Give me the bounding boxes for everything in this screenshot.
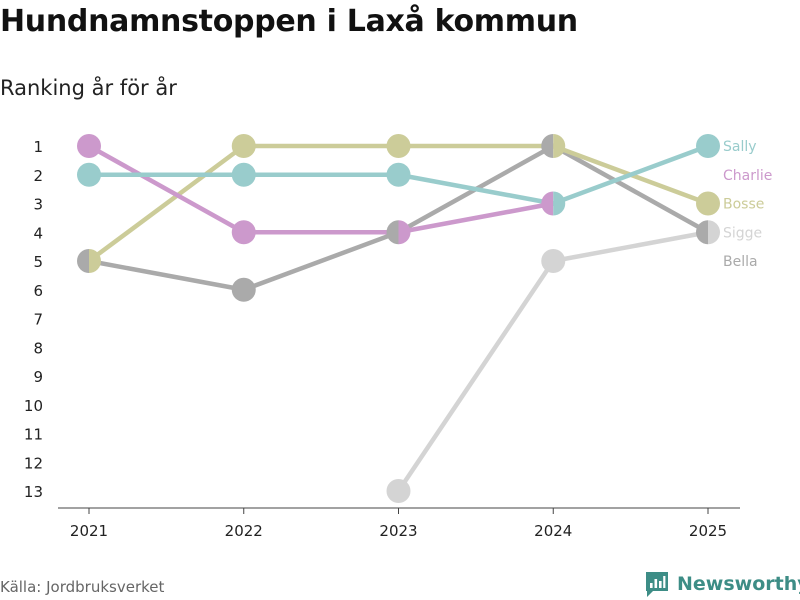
x-tick-label: 2025 xyxy=(689,522,727,540)
series-line-sally xyxy=(396,172,556,206)
chart-subtitle: Ranking år för år xyxy=(0,76,177,100)
series-line-sally xyxy=(551,143,711,206)
data-point-sally xyxy=(77,162,101,187)
data-point-charlie xyxy=(77,134,101,158)
series-lines xyxy=(86,143,711,494)
data-point-bosse xyxy=(231,134,256,158)
x-tick-label: 2024 xyxy=(534,522,572,540)
brand-name: Newsworthy xyxy=(677,573,800,595)
y-tick-label: 12 xyxy=(24,454,43,472)
source-note: Källa: Jordbruksverket xyxy=(0,578,165,596)
x-tick-label: 2023 xyxy=(379,522,417,540)
x-tick-label: 2021 xyxy=(70,522,108,540)
series-label-bella: Bella xyxy=(723,254,758,270)
series-line-sigge xyxy=(396,258,556,494)
data-point-sally xyxy=(386,162,411,187)
data-point-bella-bosse xyxy=(541,134,566,158)
x-tick-label: 2022 xyxy=(225,522,263,540)
newsworthy-logo-icon xyxy=(646,572,668,597)
y-tick-label: 8 xyxy=(33,339,43,357)
data-point-bella-sigge xyxy=(696,220,720,245)
series-line-sigge xyxy=(551,230,711,264)
series-line-charlie xyxy=(396,201,556,235)
data-point-sigge xyxy=(541,249,566,273)
data-point-bella-charlie xyxy=(386,220,411,245)
series-line-charlie xyxy=(86,143,246,235)
data-point-charlie xyxy=(231,220,256,245)
series-line-bella xyxy=(551,143,711,235)
y-tick-label: 1 xyxy=(33,138,43,156)
y-tick-label: 9 xyxy=(33,368,43,386)
y-tick-label: 6 xyxy=(33,282,43,300)
y-tick-label: 3 xyxy=(33,196,43,214)
data-point-sally xyxy=(231,162,256,187)
y-tick-label: 4 xyxy=(33,224,43,242)
data-point-charlie-sally xyxy=(541,191,566,216)
data-point-bosse xyxy=(386,134,411,158)
series-label-sigge: Sigge xyxy=(723,225,762,241)
y-tick-label: 7 xyxy=(33,311,43,329)
series-points xyxy=(77,134,720,503)
data-point-bosse xyxy=(696,191,720,216)
y-tick-label: 11 xyxy=(24,426,43,444)
series-end-labels: Sally Charlie Bosse Sigge Bella xyxy=(723,139,772,270)
brand-logo: Newsworthy xyxy=(644,570,800,598)
y-tick-label: 5 xyxy=(33,253,43,271)
series-label-bosse: Bosse xyxy=(723,197,764,213)
y-tick-label: 2 xyxy=(33,167,43,185)
series-label-sally: Sally xyxy=(723,139,757,155)
y-tick-label: 13 xyxy=(24,483,43,501)
data-point-bella-bosse xyxy=(77,249,101,273)
data-point-sigge xyxy=(386,479,411,503)
series-line-bella xyxy=(86,258,246,292)
series-line-bella xyxy=(241,230,401,292)
y-tick-label: 10 xyxy=(24,397,43,415)
series-label-charlie: Charlie xyxy=(723,168,772,184)
data-point-sally xyxy=(696,134,720,158)
chart-title: Hundnamnstoppen i Laxå kommun xyxy=(0,4,578,39)
data-point-bella xyxy=(231,277,256,302)
series-line-bosse xyxy=(86,143,246,264)
